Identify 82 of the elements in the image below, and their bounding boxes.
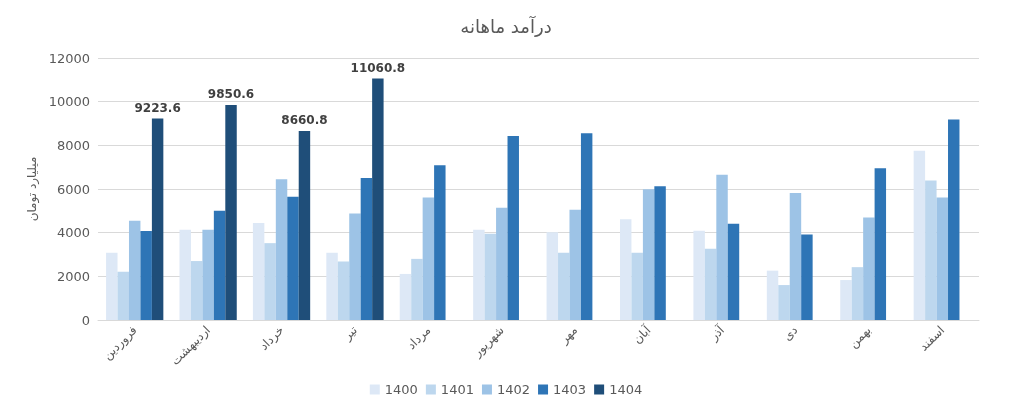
y-tick-label: 8000 — [56, 137, 90, 153]
bar — [326, 252, 338, 320]
bar — [766, 270, 779, 320]
bar — [434, 165, 446, 320]
bar — [252, 223, 265, 320]
bar — [874, 168, 887, 320]
bar — [190, 261, 203, 320]
bar — [337, 261, 350, 320]
bar — [213, 210, 226, 320]
bar — [716, 174, 728, 320]
bar — [422, 197, 435, 320]
bar — [106, 252, 118, 320]
bar — [372, 78, 384, 320]
bar — [287, 196, 299, 320]
legend-label: 1404 — [609, 382, 643, 397]
bar — [569, 209, 581, 320]
bar — [863, 217, 875, 320]
bar — [619, 219, 632, 320]
bar — [202, 229, 214, 320]
bar — [948, 119, 960, 320]
data-label: 11060.8 — [350, 60, 406, 75]
y-tick-label: 4000 — [56, 225, 90, 241]
bar — [936, 197, 949, 320]
bar — [117, 271, 129, 320]
bar — [140, 230, 152, 320]
bar — [913, 150, 926, 320]
x-tick-label: شهریور — [469, 323, 508, 361]
bar — [925, 180, 937, 320]
x-tick-label: فروردین — [100, 323, 141, 364]
x-tick-label: خرداد — [256, 323, 288, 354]
bar — [801, 234, 813, 320]
bar — [225, 104, 237, 320]
y-tick-label: 6000 — [56, 181, 90, 197]
x-tick-label: اردیبهشت — [168, 323, 214, 369]
bar — [484, 233, 497, 320]
bar — [704, 248, 717, 320]
x-tick-label: تیر — [339, 323, 361, 344]
bar — [789, 192, 802, 320]
bar — [693, 230, 705, 320]
chart-title: درآمد ماهانه — [460, 14, 552, 37]
bar — [558, 252, 570, 320]
legend-label: 1403 — [553, 382, 587, 397]
bar — [128, 220, 141, 320]
bar — [642, 189, 655, 320]
x-tick-label: بهمن — [846, 323, 875, 352]
data-label: 9223.6 — [134, 100, 181, 115]
y-axis-title: میلیارد تومان — [24, 156, 40, 222]
x-tick-label: آبان — [629, 321, 655, 347]
y-tick-label: 2000 — [56, 268, 90, 284]
bar — [496, 207, 508, 320]
bar — [411, 258, 423, 320]
x-tick-label: دی — [780, 323, 801, 344]
bar — [399, 273, 412, 320]
data-label: 8660.8 — [281, 112, 328, 127]
bar — [151, 118, 164, 320]
legend-label: 1402 — [496, 382, 531, 397]
bar — [179, 229, 191, 320]
bar — [631, 252, 643, 320]
data-label: 9850.6 — [207, 86, 255, 101]
x-tick-label: مرداد — [404, 323, 435, 353]
bar — [727, 223, 740, 320]
bar — [580, 133, 593, 320]
bar — [851, 267, 864, 320]
bar — [275, 179, 288, 320]
bar — [298, 130, 311, 320]
bar — [840, 280, 852, 320]
x-tick-label: آذر — [705, 321, 729, 345]
y-tick-label: 10000 — [48, 94, 90, 110]
bar — [473, 229, 485, 320]
y-tick-label: 0 — [81, 312, 90, 328]
bar — [654, 186, 666, 320]
x-tick-label: مهر — [556, 323, 581, 348]
bar — [264, 243, 276, 320]
legend-label: 1400 — [384, 382, 418, 397]
legend-label: 1401 — [440, 382, 474, 397]
bar — [349, 213, 361, 320]
bar — [546, 232, 559, 320]
bar — [360, 178, 373, 320]
y-tick-label: 12000 — [48, 50, 90, 66]
bar — [507, 135, 519, 320]
bar — [778, 285, 790, 320]
x-tick-label: اسفند — [916, 323, 948, 354]
